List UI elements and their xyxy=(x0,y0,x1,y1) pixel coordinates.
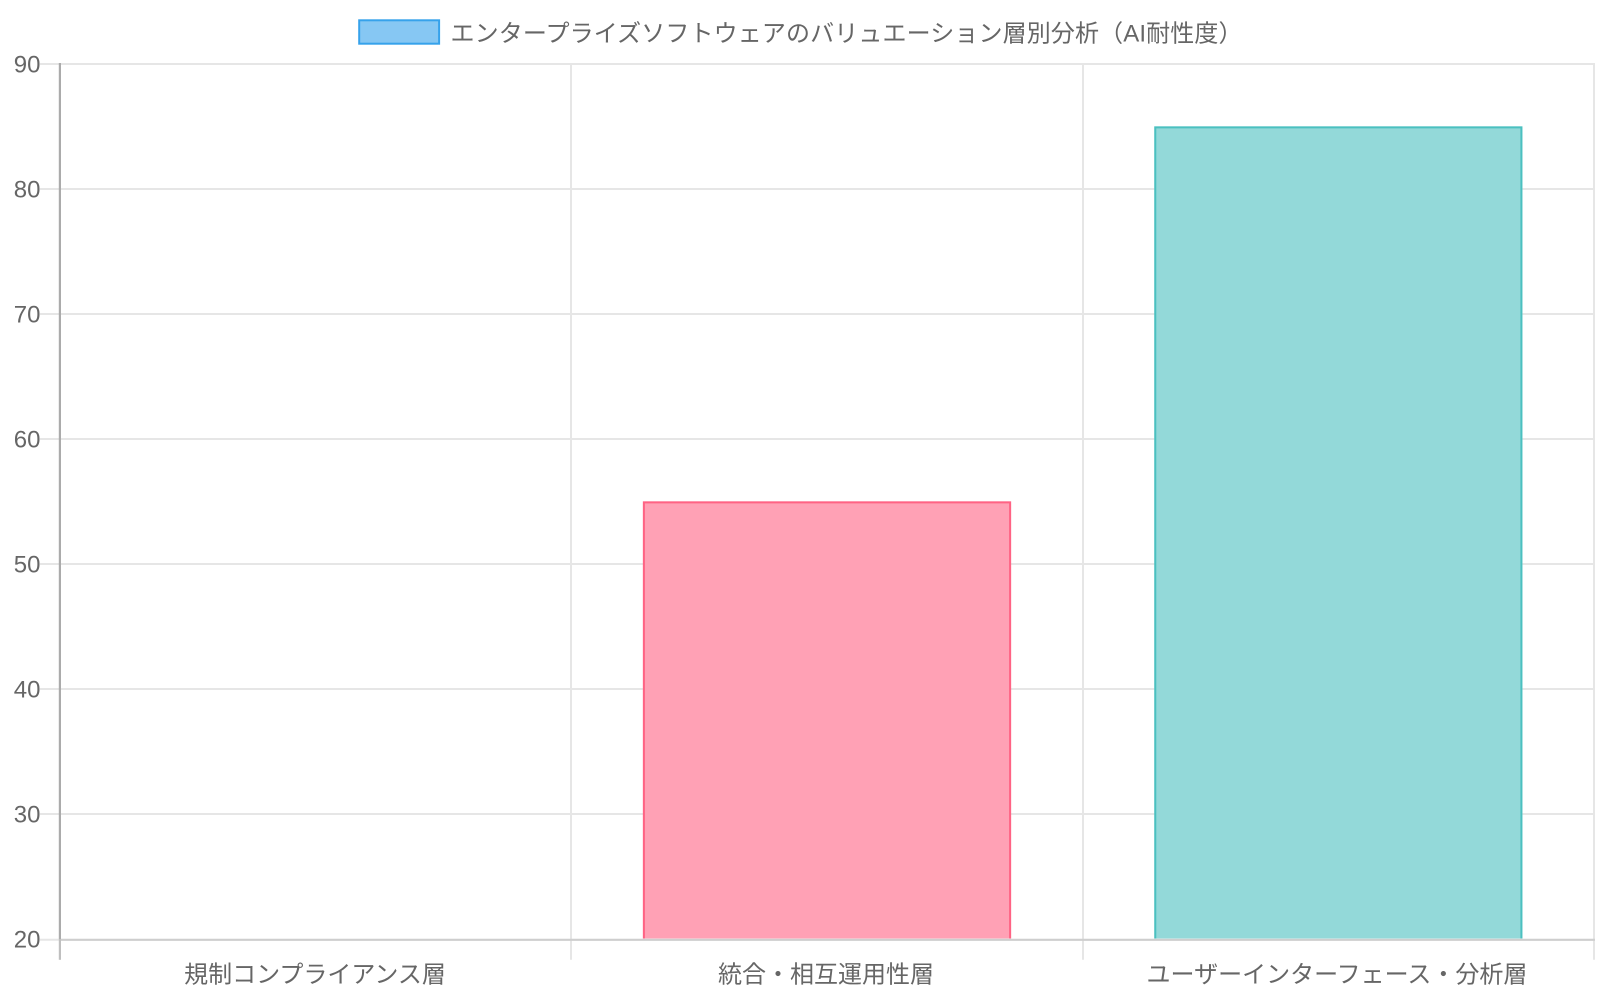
svg-text:エンタープライズソフトウェアのバリュエーション層別分析（AI: エンタープライズソフトウェアのバリュエーション層別分析（AI耐性度） xyxy=(451,21,1243,48)
svg-text:70: 70 xyxy=(14,302,41,329)
svg-text:20: 20 xyxy=(14,927,41,954)
svg-text:50: 50 xyxy=(14,552,41,579)
svg-text:規制コンプライアンス層: 規制コンプライアンス層 xyxy=(184,962,446,989)
svg-text:60: 60 xyxy=(14,427,41,454)
svg-text:90: 90 xyxy=(14,52,41,79)
svg-text:40: 40 xyxy=(14,677,41,704)
svg-text:80: 80 xyxy=(14,177,41,204)
svg-text:統合・相互運用性層: 統合・相互運用性層 xyxy=(718,962,934,989)
svg-text:30: 30 xyxy=(14,802,41,829)
svg-text:ユーザーインターフェース・分析層: ユーザーインターフェース・分析層 xyxy=(1147,962,1528,989)
